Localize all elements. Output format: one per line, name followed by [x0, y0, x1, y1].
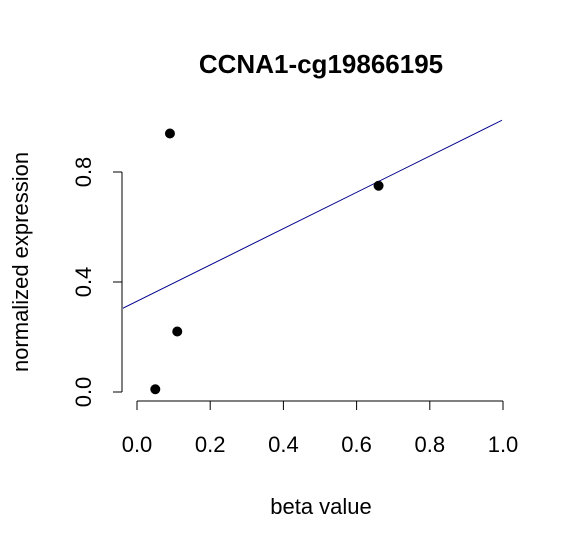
y-tick-label: 0.0: [71, 377, 96, 408]
x-tick-label: 0.8: [415, 432, 446, 457]
x-tick-label: 0.4: [268, 432, 299, 457]
axes: 0.0 0.2 0.4 0.6 0.8 1.0 0.0 0.4 0.8: [71, 157, 518, 457]
x-tick-label: 0.2: [195, 432, 226, 457]
data-point: [150, 384, 161, 395]
fit-line: [123, 119, 502, 309]
points-layer: [150, 128, 384, 395]
y-tick-label: 0.4: [71, 267, 96, 298]
data-point: [164, 128, 175, 139]
x-tick-label: 0.6: [341, 432, 372, 457]
fit-line-layer: [123, 119, 502, 309]
y-axis-label: normalized expression: [8, 152, 33, 372]
y-tick-label: 0.8: [71, 157, 96, 188]
data-point: [373, 180, 384, 191]
data-point: [172, 326, 183, 337]
x-tick-label: 1.0: [488, 432, 519, 457]
x-axis-label: beta value: [270, 494, 372, 519]
chart-title: CCNA1-cg19866195: [199, 49, 443, 79]
x-tick-label: 0.0: [122, 432, 153, 457]
